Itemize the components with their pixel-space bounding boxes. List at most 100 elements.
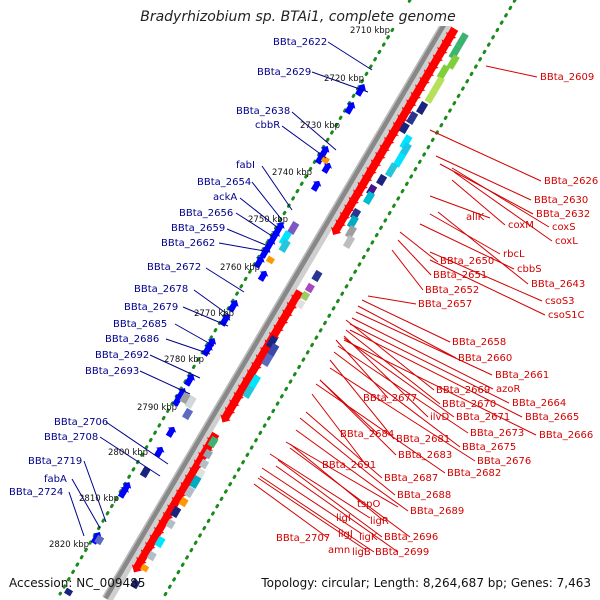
gene-label[interactable]: ilvD: [430, 412, 449, 423]
gene-label[interactable]: fabA: [44, 474, 67, 485]
gene-label[interactable]: BBta_2707: [276, 533, 330, 544]
gene-label[interactable]: BBta_2626: [544, 176, 598, 187]
gene-label[interactable]: BBta_2676: [477, 456, 531, 467]
gene-label[interactable]: BBta_2689: [410, 506, 464, 517]
gene-feature-bar: [399, 134, 413, 150]
leader-line: [311, 393, 367, 466]
leader-line: [259, 475, 375, 553]
gene-label[interactable]: BBta_2659: [171, 223, 225, 234]
gene-label[interactable]: BBta_2650: [440, 256, 494, 267]
gene-label[interactable]: ligR: [370, 516, 389, 527]
gene-label[interactable]: BBta_2675: [462, 442, 516, 453]
gene-label[interactable]: BBta_2666: [539, 430, 593, 441]
leader-line: [343, 335, 429, 418]
gene-label[interactable]: rbcL: [503, 249, 525, 260]
gene-label[interactable]: amn: [328, 545, 350, 556]
gene-label[interactable]: BBta_2632: [536, 209, 590, 220]
forward-gene-arrow: [227, 299, 239, 313]
gene-feature-bar: [295, 298, 306, 310]
gene-label[interactable]: BBta_2670: [442, 399, 496, 410]
gene-label[interactable]: BBta_2696: [384, 532, 438, 543]
leader-line: [68, 491, 85, 537]
leader-line: [277, 459, 383, 538]
gene-label[interactable]: BBta_2686: [105, 334, 159, 345]
forward-gene-arrow: [172, 393, 184, 407]
gene-label[interactable]: fabI: [236, 160, 255, 171]
leader-line: [327, 41, 373, 71]
gene-feature-bar: [265, 255, 275, 265]
gene-label[interactable]: BBta_2662: [161, 238, 215, 249]
gene-label[interactable]: cbbS: [517, 264, 542, 275]
leader-line: [391, 249, 424, 291]
gene-label[interactable]: coxM: [508, 220, 534, 231]
gene-label[interactable]: BBta_2622: [273, 37, 327, 48]
gene-label[interactable]: allK: [466, 212, 485, 223]
gene-label[interactable]: BBta_2630: [534, 195, 588, 206]
gene-label[interactable]: ligJ: [338, 529, 353, 540]
gene-label[interactable]: ligK: [359, 532, 378, 543]
gene-label[interactable]: BBta_2673: [470, 428, 524, 439]
gene-label[interactable]: BBta_2681: [396, 434, 450, 445]
gene-label[interactable]: BBta_2661: [495, 370, 549, 381]
gene-label[interactable]: BBta_2664: [512, 398, 566, 409]
gene-label[interactable]: BBta_2665: [525, 412, 579, 423]
gene-label[interactable]: BBta_2638: [236, 106, 290, 117]
gene-label[interactable]: BBta_2677: [363, 393, 417, 404]
leader-line: [226, 228, 269, 247]
title-backing: [140, 6, 456, 26]
gene-feature-bar: [344, 225, 357, 239]
gene-label[interactable]: BBta_2685: [113, 319, 167, 330]
gene-label[interactable]: BBta_2658: [452, 337, 506, 348]
gene-label[interactable]: BBta_2651: [433, 270, 487, 281]
gene-label[interactable]: coxL: [555, 236, 578, 247]
gene-label[interactable]: BBta_2679: [124, 302, 178, 313]
gene-label[interactable]: BBta_2683: [398, 450, 452, 461]
gene-label[interactable]: BBta_2687: [384, 473, 438, 484]
gene-label[interactable]: BBta_2706: [54, 417, 108, 428]
gene-label[interactable]: BBta_2693: [85, 366, 139, 377]
leader-line: [261, 165, 293, 211]
forward-gene-arrow: [165, 426, 177, 438]
gene-label[interactable]: BBta_2724: [9, 487, 63, 498]
leader-line: [399, 231, 439, 263]
gene-label[interactable]: BBta_2629: [257, 67, 311, 78]
reverse-strand-genes: [131, 26, 459, 573]
gene-label[interactable]: coxS: [552, 222, 576, 233]
gene-label[interactable]: cbbR: [255, 120, 280, 131]
gene-label[interactable]: BBta_2657: [418, 299, 472, 310]
gene-label[interactable]: azoR: [496, 384, 520, 395]
gene-label[interactable]: BBta_2708: [44, 432, 98, 443]
gene-label[interactable]: BBta_2672: [147, 262, 201, 273]
leader-line: [182, 306, 229, 327]
gene-label[interactable]: BBta_2688: [397, 490, 451, 501]
gene-feature-bar: [140, 563, 150, 573]
gene-label[interactable]: BBta_2684: [340, 429, 394, 440]
leader-line: [235, 212, 273, 237]
gene-label[interactable]: ligB: [352, 547, 371, 558]
gene-label[interactable]: BBta_2660: [458, 353, 512, 364]
gene-label[interactable]: BBta_2719: [28, 456, 82, 467]
gene-label[interactable]: BBta_2678: [134, 284, 188, 295]
gene-label[interactable]: BBta_2669: [436, 385, 490, 396]
gene-label[interactable]: ackA: [213, 192, 237, 203]
gene-label[interactable]: BBta_2699: [375, 547, 429, 558]
gene-feature-bar: [446, 54, 460, 70]
gene-label[interactable]: BBta_2691: [322, 460, 376, 471]
gene-label[interactable]: csoS1C: [548, 310, 585, 321]
gene-label[interactable]: BBta_2652: [425, 285, 479, 296]
gene-label[interactable]: BBta_2643: [531, 279, 585, 290]
gene-label[interactable]: csoS3: [545, 296, 575, 307]
gene-label[interactable]: BBta_2671: [456, 412, 510, 423]
gene-label[interactable]: ligI: [336, 513, 351, 524]
gene-feature-bar: [265, 335, 279, 349]
gene-label[interactable]: BBta_2656: [179, 208, 233, 219]
leader-line: [285, 441, 399, 508]
gene-label[interactable]: BBta_2682: [447, 468, 501, 479]
leader-line: [319, 379, 397, 456]
forward-gene-arrow: [314, 151, 326, 165]
gene-label[interactable]: tspO: [357, 499, 380, 510]
gene-label[interactable]: BBta_2654: [197, 177, 251, 188]
gene-label[interactable]: BBta_2692: [95, 350, 149, 361]
forward-gene-arrow: [355, 83, 367, 97]
gene-label[interactable]: BBta_2609: [540, 72, 594, 83]
